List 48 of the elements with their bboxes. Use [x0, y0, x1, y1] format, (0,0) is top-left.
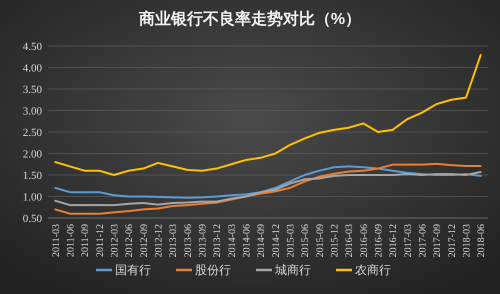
legend-label: 城商行 — [274, 263, 311, 277]
y-tick-label: 2.00 — [22, 148, 42, 160]
legend-label: 股份行 — [195, 263, 231, 277]
x-tick-label: 2011-12 — [94, 224, 106, 257]
x-tick-label: 2015-12 — [330, 224, 340, 258]
x-tick-label: 2017-12 — [446, 224, 458, 258]
y-tick-label: 3.50 — [22, 84, 42, 96]
y-tick-label: 2.50 — [22, 127, 42, 139]
x-tick-label: 2011-09 — [80, 224, 92, 257]
x-tick-label: 2013-06 — [182, 224, 194, 258]
x-tick-label: 2014-03 — [226, 224, 238, 258]
line-series — [54, 165, 482, 199]
x-tick-label: 2015-03 — [286, 224, 296, 258]
line-series — [54, 54, 482, 176]
x-tick-label: 2018-06 — [476, 224, 488, 258]
y-tick-label: 3.00 — [22, 106, 42, 118]
y-tick-label: 4.00 — [22, 62, 42, 74]
legend-label: 国有行 — [115, 263, 151, 277]
x-tick-label: 2014-06 — [242, 224, 252, 258]
x-tick-label: 2016-12 — [388, 224, 400, 258]
x-tick-label: 2012-12 — [154, 224, 164, 258]
y-tick-label: 1.00 — [22, 192, 42, 204]
x-tick-label: 2017-03 — [402, 224, 414, 258]
x-tick-label: 2013-12 — [212, 224, 224, 258]
x-tick-label: 2017-09 — [432, 224, 444, 258]
y-tick-label: 1.50 — [22, 170, 42, 182]
x-tick-label: 2013-03 — [168, 224, 180, 258]
x-tick-label: 2012-06 — [124, 224, 136, 258]
x-tick-label: 2016-06 — [358, 224, 370, 258]
x-tick-label: 2018-03 — [462, 224, 472, 258]
x-tick-label: 2017-06 — [418, 224, 428, 258]
x-tick-label: 2016-09 — [374, 224, 384, 258]
x-tick-label: 2012-09 — [138, 224, 150, 258]
y-tick-label: 4.50 — [22, 41, 42, 53]
x-tick-label: 2015-06 — [300, 224, 312, 258]
x-tick-label: 2016-03 — [344, 224, 356, 258]
x-tick-label: 2014-09 — [256, 224, 268, 258]
line-series — [54, 162, 482, 215]
x-tick-label: 2011-06 — [66, 224, 76, 257]
x-tick-label: 2015-09 — [314, 224, 326, 258]
x-tick-label: 2012-03 — [110, 224, 120, 258]
chart-title: 商业银行不良率走势对比（%） — [138, 9, 362, 28]
x-tick-label: 2011-03 — [50, 224, 62, 257]
legend-label: 农商行 — [355, 263, 391, 277]
x-tick-label: 2013-09 — [198, 224, 208, 258]
y-tick-label: 0.50 — [22, 213, 42, 225]
line-series — [54, 170, 482, 206]
x-tick-label: 2014-12 — [270, 224, 282, 258]
